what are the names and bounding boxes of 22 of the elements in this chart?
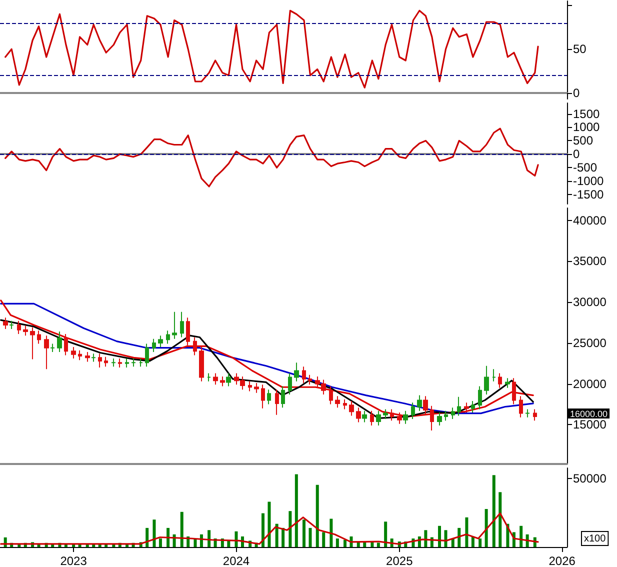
x-tick-label: 2026	[548, 554, 576, 567]
text: 16000.00	[570, 409, 608, 420]
y-tick-label: 1000	[573, 120, 600, 134]
y-tick-label: 50	[573, 42, 587, 56]
text: x100	[584, 534, 606, 544]
y-tick-label: -1000	[573, 174, 604, 188]
y-tick-label: 0	[573, 86, 580, 100]
y-tick-label: 0	[573, 147, 580, 162]
y-tick-label: 25000	[573, 336, 607, 350]
y-tick-label: 50000	[573, 471, 607, 486]
y-tick-label: 1500	[573, 106, 600, 121]
y-tick-label: 40000	[573, 213, 607, 228]
y-tick-label: 35000	[573, 254, 607, 268]
y-tick-label: 20000	[573, 376, 607, 391]
x-tick-label: 2025	[386, 554, 414, 567]
y-tick-label: 30000	[573, 295, 607, 310]
y-tick-label: 15000	[573, 418, 607, 432]
x-tick-label: 2023	[60, 554, 88, 567]
y-tick-label: 500	[573, 134, 594, 148]
y-tick-label: -1500	[573, 188, 604, 202]
y-tick-label: -500	[573, 160, 598, 175]
x-tick-label: 2024	[222, 554, 250, 567]
